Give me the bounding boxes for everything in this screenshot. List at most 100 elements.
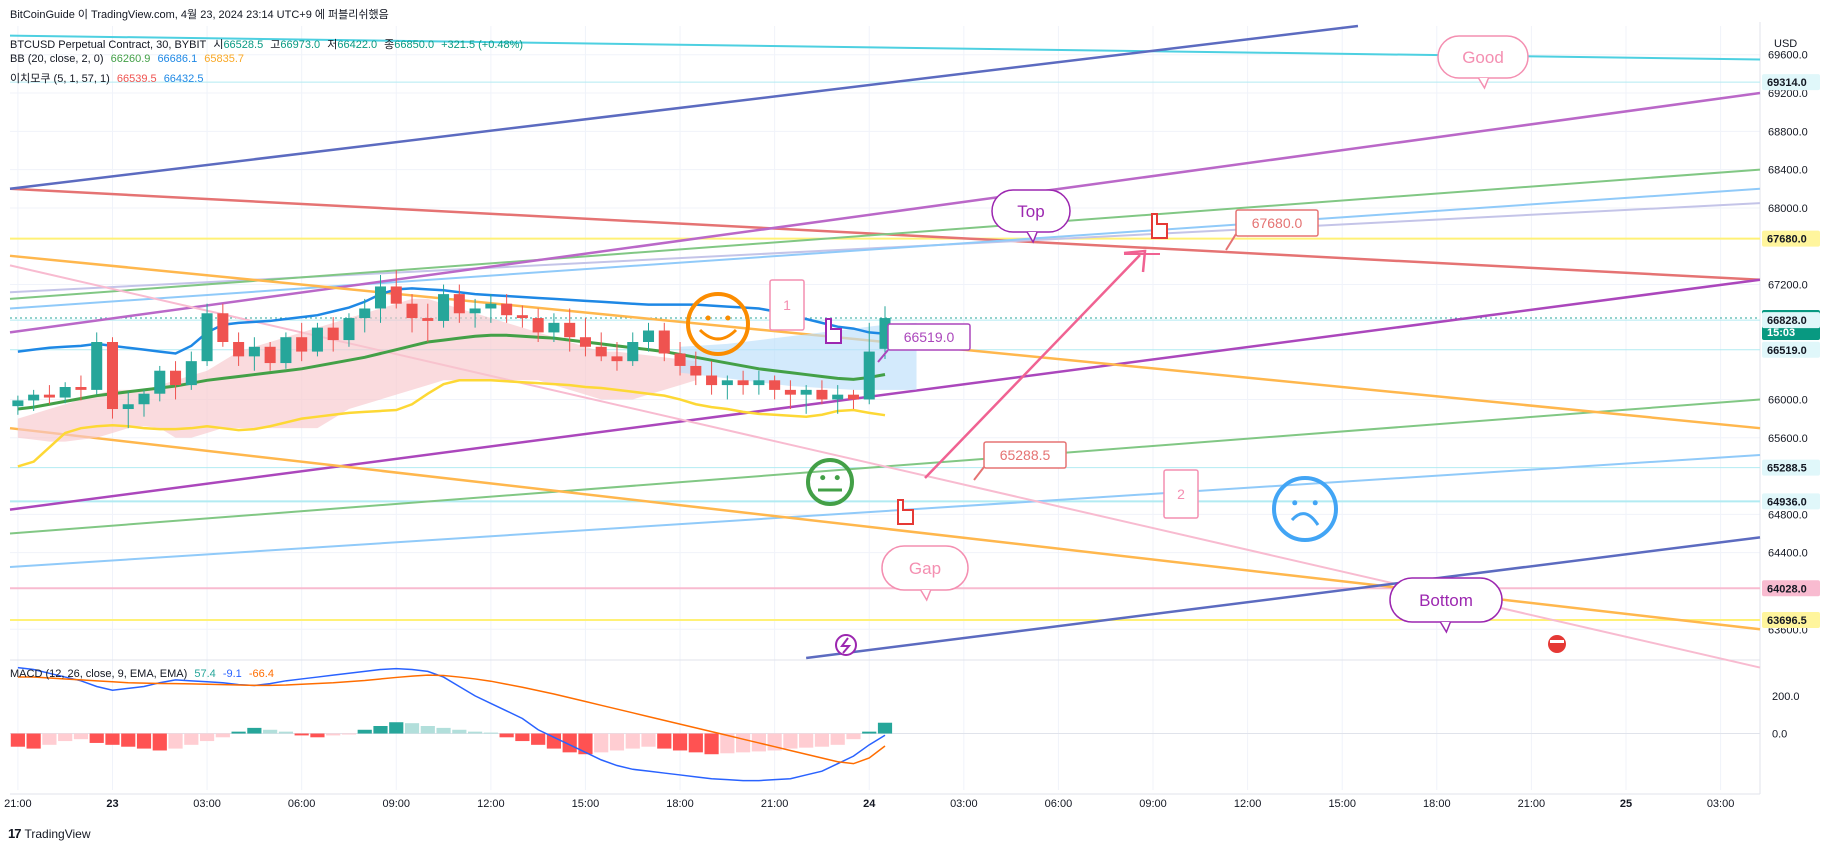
macd-histogram-bar	[73, 733, 89, 740]
candle-body	[170, 370, 182, 386]
macd-histogram-bar	[263, 729, 278, 734]
trend-line	[806, 536, 1761, 660]
macd-histogram-bar	[736, 733, 751, 753]
candle-body	[296, 337, 308, 352]
time-tick-label: 25	[1620, 798, 1632, 810]
price-label-text: 69314.0	[1767, 77, 1807, 89]
pointing-hand-icon	[897, 499, 914, 525]
currency-label: USD	[1774, 38, 1798, 50]
macd-histogram-bar	[436, 727, 451, 734]
candle-body	[627, 342, 639, 362]
time-tick-label: 09:00	[382, 798, 410, 810]
symbol-legend[interactable]: BTCUSD Perpetual Contract, 30, BYBIT 시 66…	[10, 36, 527, 52]
price-label-box	[1762, 493, 1820, 510]
pointing-hand-icon	[825, 318, 842, 344]
candle-body	[784, 389, 796, 395]
ichimoku-value-1: 66539.5	[116, 73, 157, 85]
time-tick-label: 12:00	[477, 798, 505, 810]
us-flag-stripe	[1550, 640, 1564, 643]
candle-body	[532, 318, 544, 333]
trend-line	[9, 24, 1359, 191]
time-tick-label: 21:00	[4, 798, 32, 810]
price-label-box	[1762, 74, 1820, 91]
neutral-face-icon-eye	[834, 475, 840, 481]
macd-histogram-bar	[641, 733, 656, 747]
macd-histogram-bar	[294, 733, 309, 736]
confused-face-icon-mouth	[1290, 512, 1320, 526]
macd-histogram-bar	[704, 733, 719, 755]
price-tick-label: 64800.0	[1768, 509, 1808, 521]
ichimoku-value-2: 66432.5	[163, 73, 204, 85]
high-value: 66973.0	[280, 39, 321, 51]
macd-histogram-bar	[452, 729, 467, 734]
macd-line	[17, 666, 886, 782]
time-tick-label: 09:00	[1139, 798, 1167, 810]
candle-body	[75, 387, 87, 390]
trend-line	[9, 453, 1761, 569]
macd-pane	[10, 666, 1760, 782]
macd-histogram-bar	[341, 733, 357, 735]
macd-histogram-bar	[105, 733, 120, 745]
price-tick-label: 68800.0	[1768, 126, 1808, 138]
marker-one-box	[769, 279, 805, 331]
time-tick-label: 06:00	[288, 798, 316, 810]
macd-histogram-bar	[215, 733, 230, 738]
publish-note: BitCoinGuide 이 TradingView.com, 4월 23, 2…	[10, 9, 389, 21]
price-label-text: 63696.5	[1767, 615, 1807, 627]
price-note-65288-text: 65288.5	[1000, 447, 1051, 463]
neutral-face-icon	[806, 458, 854, 506]
macd-histogram-bar	[578, 733, 593, 755]
price-tick-label: 65600.0	[1768, 433, 1808, 445]
candle-body	[233, 342, 245, 357]
macd-histogram-bar	[720, 733, 735, 754]
neutral-face-icon-eye	[820, 475, 826, 481]
candle-body	[564, 322, 576, 338]
symbol-title: BTCUSD Perpetual Contract, 30, BYBIT	[10, 39, 207, 51]
marker-two-box	[1163, 469, 1199, 519]
macd-label: MACD (12, 26, close, 9, EMA, EMA)	[10, 668, 188, 680]
time-tick-label: 21:00	[761, 798, 789, 810]
macd-histogram-bar	[799, 733, 814, 748]
macd-line-value: -9.1	[222, 668, 242, 680]
macd-histogram-bar	[783, 733, 798, 749]
candle-body	[248, 346, 260, 357]
trend-line	[9, 91, 1761, 334]
candle-body	[106, 342, 118, 410]
price-tick-label: 68400.0	[1768, 165, 1808, 177]
macd-histogram-bar	[310, 733, 325, 738]
macd-histogram-bar	[862, 731, 877, 734]
bb-legend[interactable]: BB (20, close, 2, 0) 66260.9 66686.1 658…	[10, 53, 248, 65]
bottom-callout-tail	[1439, 621, 1452, 634]
macd-histogram-bar	[625, 733, 640, 749]
macd-histogram-bar	[121, 733, 136, 747]
candle-body	[674, 353, 686, 366]
macd-histogram-bar	[247, 727, 262, 734]
candle-body	[800, 389, 812, 395]
candle-body	[721, 380, 733, 386]
macd-histogram-bar	[58, 733, 73, 742]
note-pointer	[1225, 233, 1237, 251]
macd-histogram-bar	[420, 726, 435, 734]
macd-tick-label: 0.0	[1772, 729, 1787, 741]
macd-histogram-bar	[373, 726, 388, 734]
price-tick-label: 69200.0	[1768, 88, 1808, 100]
us-flag-icon	[1548, 635, 1566, 653]
open-label: 시	[213, 39, 224, 51]
macd-legend[interactable]: MACD (12, 26, close, 9, EMA, EMA) 57.4 -…	[10, 668, 278, 680]
macd-histogram-bar	[594, 733, 609, 753]
good-callout-text: Good	[1462, 48, 1504, 67]
candle-body	[264, 346, 276, 364]
macd-tick-label: 200.0	[1772, 691, 1800, 703]
confused-face-icon-eye	[1292, 500, 1298, 506]
ichimoku-legend[interactable]: 이치모쿠 (5, 1, 57, 1) 66539.5 66432.5	[10, 70, 207, 86]
macd-histogram-bar	[877, 722, 893, 734]
bb-lower-value: 65835.7	[204, 53, 245, 65]
price-tick-label: 67200.0	[1768, 280, 1808, 292]
note-pointer	[973, 466, 985, 481]
marker-one-text: 1	[783, 297, 791, 313]
time-tick-label: 21:00	[1518, 798, 1546, 810]
countdown-label: 15:03	[1767, 327, 1795, 339]
price-tick-label: 64400.0	[1768, 548, 1808, 560]
happy-face-icon-eye	[705, 315, 711, 321]
